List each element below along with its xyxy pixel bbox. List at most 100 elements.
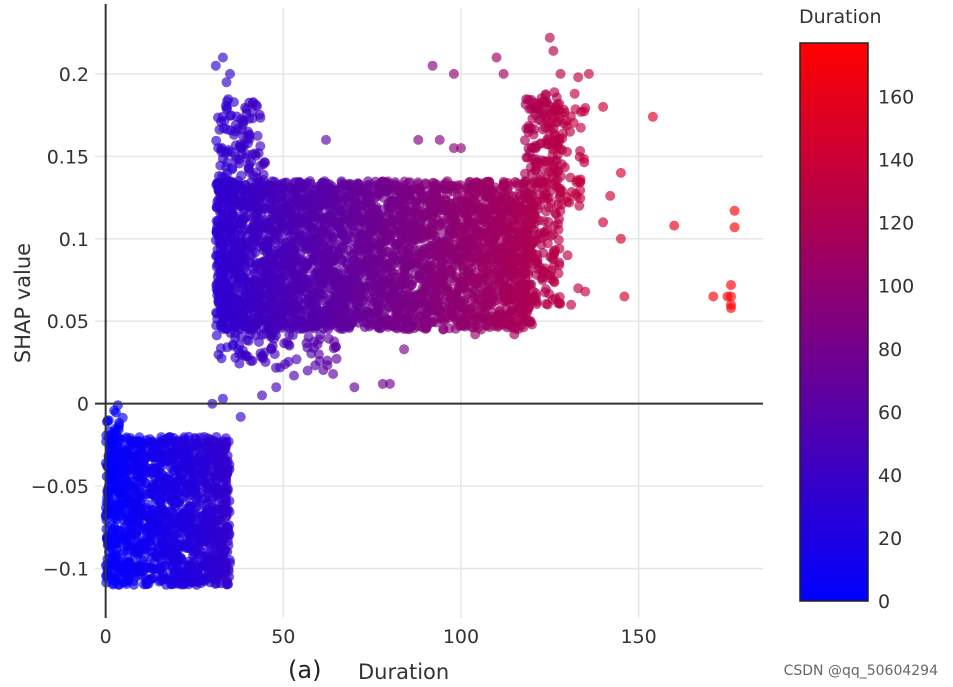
- data-point: [116, 486, 127, 497]
- data-point: [413, 209, 424, 220]
- data-point: [338, 317, 349, 328]
- data-point: [154, 544, 165, 554]
- data-point: [211, 227, 222, 238]
- data-point: [153, 438, 164, 449]
- data-point: [187, 513, 198, 524]
- data-point: [249, 312, 260, 322]
- data-point: [159, 475, 170, 486]
- data-point: [102, 416, 112, 427]
- data-point: [410, 307, 421, 318]
- data-point: [231, 197, 242, 208]
- data-point: [339, 203, 350, 214]
- data-point: [297, 230, 308, 241]
- data-point: [217, 539, 227, 550]
- data-point: [511, 226, 522, 237]
- data-point: [257, 330, 267, 340]
- data-point: [130, 506, 141, 517]
- data-point: [247, 212, 258, 223]
- data-point: [294, 188, 304, 199]
- data-point: [142, 522, 153, 533]
- data-point: [356, 290, 366, 301]
- data-point: [479, 206, 490, 217]
- data-point: [454, 284, 465, 295]
- data-point: [397, 200, 408, 211]
- data-point: [145, 514, 156, 525]
- data-point: [384, 180, 394, 191]
- data-point: [132, 516, 143, 527]
- data-point: [289, 230, 300, 241]
- data-point: [486, 254, 497, 265]
- data-point: [134, 564, 145, 575]
- data-point: [446, 286, 457, 297]
- data-point: [280, 242, 291, 253]
- data-point: [221, 577, 232, 588]
- data-point: [290, 274, 301, 285]
- data-point: [311, 193, 322, 204]
- data-point: [233, 323, 244, 334]
- data-point: [222, 292, 233, 303]
- data-points: [100, 32, 740, 590]
- data-point: [220, 236, 231, 246]
- data-point: [213, 268, 224, 279]
- data-point: [498, 285, 509, 296]
- data-point: [285, 305, 296, 316]
- data-point: [353, 210, 364, 221]
- data-point: [471, 234, 482, 245]
- data-point: [167, 493, 178, 503]
- data-point: [190, 486, 201, 497]
- data-point: [108, 523, 119, 534]
- data-point: [333, 228, 343, 239]
- data-point: [167, 514, 178, 525]
- data-point: [268, 232, 279, 243]
- data-point: [449, 215, 460, 226]
- data-point: [110, 512, 121, 523]
- data-point: [151, 502, 162, 513]
- data-point: [364, 179, 375, 190]
- data-point: [388, 252, 398, 263]
- data-point: [301, 258, 312, 269]
- data-point: [510, 177, 521, 187]
- data-point: [225, 557, 235, 568]
- data-point: [394, 287, 405, 298]
- data-point: [148, 573, 159, 584]
- data-point: [497, 242, 508, 253]
- data-point: [146, 468, 156, 479]
- data-point: [286, 291, 297, 302]
- data-point: [330, 292, 341, 303]
- data-point: [425, 260, 436, 271]
- data-point: [394, 187, 405, 198]
- data-point: [186, 478, 197, 489]
- data-point: [471, 273, 481, 284]
- data-point: [169, 465, 180, 476]
- data-point: [291, 251, 301, 262]
- data-point: [118, 546, 129, 557]
- data-point: [485, 269, 496, 280]
- data-point: [112, 400, 123, 411]
- data-point: [310, 249, 321, 260]
- data-point: [129, 468, 140, 479]
- data-point: [182, 526, 193, 537]
- data-point: [279, 258, 290, 269]
- data-point: [290, 313, 301, 324]
- data-point: [329, 267, 340, 278]
- data-point: [447, 299, 458, 310]
- data-point: [461, 183, 472, 194]
- data-point: [315, 329, 326, 340]
- data-point: [284, 340, 295, 351]
- data-point: [111, 429, 122, 440]
- data-point: [367, 202, 378, 213]
- data-point: [375, 286, 386, 297]
- data-point: [440, 315, 451, 325]
- data-point: [352, 270, 363, 280]
- data-point: [297, 242, 308, 252]
- data-point: [311, 182, 322, 192]
- data-point: [301, 322, 312, 333]
- data-point: [244, 197, 254, 208]
- data-point: [410, 297, 421, 308]
- data-point: [317, 238, 328, 249]
- data-point: [256, 192, 267, 202]
- data-point: [214, 250, 225, 260]
- data-point: [485, 238, 496, 249]
- data-point: [329, 336, 340, 347]
- data-point: [434, 240, 445, 251]
